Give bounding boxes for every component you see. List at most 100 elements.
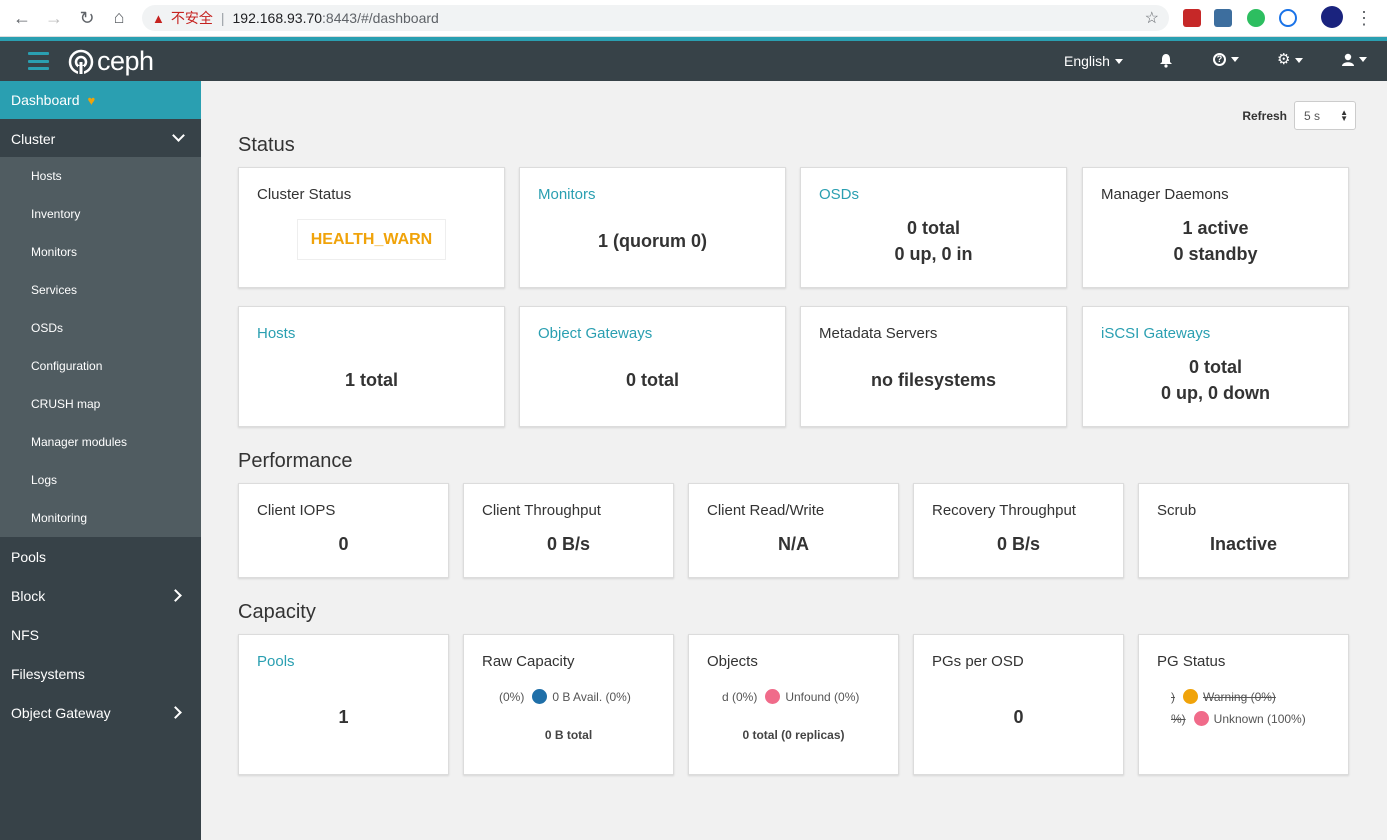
legend-warning-label[interactable]: Warning (0%) (1203, 689, 1276, 704)
sidebar-item-hosts[interactable]: Hosts (31, 169, 62, 183)
legend-avail-dot (532, 689, 548, 704)
sidebar-item-block[interactable]: Block (0, 576, 201, 615)
user-icon (1342, 53, 1354, 66)
card-value: 1 (338, 707, 349, 727)
object-gateways-link[interactable]: Object Gateways (538, 325, 653, 342)
reload-icon[interactable]: ↻ (79, 7, 95, 28)
card-value: 0 total (625, 370, 679, 390)
browser-menu-icon[interactable]: ⋮ (1355, 7, 1373, 28)
metadata-servers-card: Metadata Servers no filesystems (800, 306, 1067, 427)
sidebar: Dashboard ♥ Cluster Hosts Inventory Moni… (0, 81, 201, 840)
osds-card: OSDs 0 total 0 up, 0 in (800, 167, 1067, 288)
bookmark-star-icon[interactable]: ☆ (1144, 10, 1159, 27)
monitors-link[interactable]: Monitors (538, 186, 596, 203)
url-separator: | (220, 10, 225, 26)
sidebar-item-cluster[interactable]: Cluster (0, 119, 201, 158)
refresh-interval-select[interactable]: 5 s ▲ ▼ (1294, 101, 1356, 130)
sidebar-item-logs[interactable]: Logs (31, 473, 58, 487)
recovery-throughput-card: Recovery Throughput 0 B/s (913, 483, 1124, 578)
chart-legend: d (0%) Unfound (0%) (722, 689, 859, 704)
user-dropdown[interactable] (1342, 53, 1367, 66)
sidebar-item-label: NFS (11, 626, 39, 643)
extension-star-icon[interactable] (1214, 9, 1232, 27)
osds-link[interactable]: OSDs (819, 186, 860, 203)
extension-red-icon[interactable] (1183, 9, 1201, 27)
chart-legend: (0%) 0 B Avail. (0%) (499, 689, 631, 704)
help-icon: ? (1213, 53, 1226, 66)
heartbeat-icon: ♥ (87, 92, 96, 108)
legend-unknown-label[interactable]: Unknown (100%) (1213, 711, 1306, 726)
chevron-right-icon (169, 589, 182, 602)
help-dropdown[interactable]: ? (1213, 53, 1239, 66)
sidebar-item-inventory[interactable]: Inventory (31, 207, 81, 221)
top-navbar: ceph English ? ⚙ (0, 41, 1387, 81)
insecure-label: 不安全 (170, 10, 213, 26)
sidebar-item-label: Dashboard (11, 92, 80, 108)
cluster-submenu: Hosts Inventory Monitors Services OSDs C… (0, 157, 201, 537)
card-value-line1: 0 total (1188, 357, 1242, 377)
address-bar[interactable]: ▲ 不安全 | 192.168.93.70:8443/#/dashboard ☆ (142, 5, 1169, 31)
chevron-down-icon (1231, 57, 1239, 62)
hosts-card: Hosts 1 total (238, 306, 505, 427)
legend-hidden-label: %) (1171, 711, 1186, 726)
performance-section-title: Performance (238, 450, 353, 472)
ceph-logo[interactable]: ceph (68, 46, 154, 77)
sidebar-item-object-gateway[interactable]: Object Gateway (0, 693, 201, 732)
warning-icon: ▲ (152, 10, 165, 26)
sidebar-item-filesystems[interactable]: Filesystems (0, 654, 201, 693)
sidebar-item-monitoring[interactable]: Monitoring (31, 511, 88, 525)
language-dropdown[interactable]: English (1064, 53, 1123, 69)
legend-hidden-label: ) (1171, 689, 1175, 704)
sidebar-item-nfs[interactable]: NFS (0, 615, 201, 654)
settings-dropdown[interactable]: ⚙ (1277, 52, 1304, 67)
sidebar-item-label: Filesystems (11, 665, 85, 682)
dashboard-main: Refresh 5 s ▲ ▼ Status Cluster Status HEA… (201, 81, 1387, 840)
sidebar-item-label: Cluster (11, 130, 56, 147)
iscsi-gateways-link[interactable]: iSCSI Gateways (1101, 325, 1211, 342)
card-value: no filesystems (870, 370, 997, 390)
health-status-badge[interactable]: HEALTH_WARN (297, 219, 446, 260)
chevron-down-icon (172, 129, 185, 142)
home-icon[interactable]: ⌂ (113, 6, 125, 27)
select-arrows-icon: ▲ ▼ (1340, 108, 1348, 123)
client-iops-card: Client IOPS 0 (238, 483, 449, 578)
sidebar-item-osds[interactable]: OSDs (31, 321, 64, 335)
back-icon[interactable]: ← (13, 7, 31, 28)
profile-avatar-icon[interactable] (1321, 6, 1343, 28)
sidebar-item-monitors[interactable]: Monitors (31, 245, 78, 259)
card-title: Scrub (1157, 502, 1197, 519)
extension-v-icon[interactable] (1279, 9, 1297, 27)
sidebar-item-pools[interactable]: Pools (0, 537, 201, 576)
evernote-icon[interactable] (1247, 9, 1265, 27)
card-value-line1: 1 active (1182, 218, 1249, 238)
ceph-logo-icon (68, 49, 94, 75)
card-title: Client Throughput (482, 502, 601, 519)
card-title: PG Status (1157, 653, 1226, 670)
sidebar-item-dashboard[interactable]: Dashboard ♥ (0, 81, 201, 119)
sidebar-item-manager-modules[interactable]: Manager modules (31, 435, 128, 449)
refresh-control: Refresh 5 s ▲ ▼ (1242, 101, 1356, 130)
client-read-write-card: Client Read/Write N/A (688, 483, 899, 578)
sidebar-item-label: Pools (11, 548, 47, 565)
card-title: Client IOPS (257, 502, 336, 519)
pools-link[interactable]: Pools (257, 653, 295, 670)
capacity-section-title: Capacity (238, 601, 316, 623)
hosts-link[interactable]: Hosts (257, 325, 296, 342)
pgs-per-osd-card: PGs per OSD 0 (913, 634, 1124, 775)
logo-text: ceph (97, 46, 154, 76)
card-title: Cluster Status (257, 186, 352, 203)
sidebar-item-services[interactable]: Services (31, 283, 78, 297)
hamburger-menu-icon[interactable] (28, 52, 49, 70)
card-value-line1: 0 total (906, 218, 960, 238)
forward-icon[interactable]: → (45, 7, 63, 28)
sidebar-item-configuration[interactable]: Configuration (31, 359, 103, 373)
scrub-card: Scrub Inactive (1138, 483, 1349, 578)
notifications-button[interactable] (1159, 53, 1173, 68)
card-value: 0 B/s (996, 534, 1041, 554)
refresh-label: Refresh (1242, 108, 1287, 123)
objects-total: 0 total (0 replicas) (742, 728, 845, 742)
objects-card: Objects d (0%) Unfound (0%) 0 total (0 r… (688, 634, 899, 775)
legend-avail-label: 0 B Avail. (0%) (552, 689, 631, 704)
raw-capacity-total: 0 B total (544, 728, 593, 742)
sidebar-item-crush-map[interactable]: CRUSH map (31, 397, 101, 411)
